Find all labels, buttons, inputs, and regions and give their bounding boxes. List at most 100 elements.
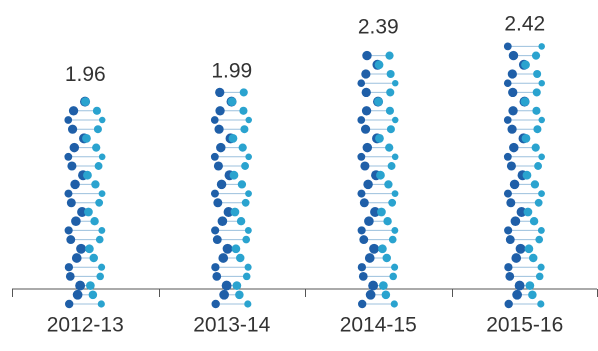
strand-dot: [245, 116, 252, 124]
x-tick-label: 2014-15: [340, 314, 417, 337]
strand-dot: [385, 143, 394, 152]
strand-dot: [521, 60, 530, 70]
strand-dot: [521, 134, 531, 143]
strand-dot: [361, 69, 371, 79]
strand-dot: [370, 207, 381, 217]
strand-dot: [509, 142, 519, 153]
strand-dot: [242, 272, 251, 281]
strand-dot: [235, 290, 244, 300]
strand-dot: [510, 216, 521, 227]
strand-dot: [236, 216, 246, 226]
strand-dot: [94, 162, 103, 170]
strand-dot: [386, 69, 395, 79]
strand-dot: [64, 226, 73, 235]
strand-dot: [244, 226, 252, 234]
strand-dot: [242, 235, 251, 244]
strand-dot: [374, 60, 384, 70]
strand-dot: [228, 134, 238, 143]
strand-dot: [538, 79, 545, 87]
strand-dot: [358, 272, 368, 281]
strand-dot: [530, 180, 540, 189]
strand-dot: [219, 289, 230, 300]
strand-dot: [529, 253, 538, 263]
strand-dot: [83, 170, 92, 180]
value-label: 2.42: [504, 12, 545, 35]
strand-dot: [531, 51, 541, 60]
strand-dot: [504, 263, 513, 272]
strand-dot: [376, 170, 385, 180]
strand-dot: [537, 300, 545, 308]
strand-dot: [374, 97, 383, 106]
strand-dot: [361, 106, 372, 116]
x-tick-label: 2015-16: [486, 314, 563, 337]
strand-dot: [528, 290, 537, 300]
x-tick-label: 2013-14: [193, 314, 270, 337]
strand-dot: [93, 125, 102, 134]
value-label: 1.96: [65, 63, 106, 86]
x-axis-ticks: [12, 289, 598, 297]
strand-dot: [217, 216, 228, 227]
strand-dot: [507, 124, 517, 134]
dna-bar: [503, 42, 545, 309]
strand-dot: [364, 216, 374, 227]
strand-dot: [364, 253, 375, 263]
strand-dot: [86, 281, 95, 290]
strand-dot: [386, 88, 395, 97]
strand-dot: [537, 226, 545, 234]
strand-dot: [520, 97, 530, 106]
strand-dot: [507, 69, 517, 79]
strand-dot: [387, 162, 396, 170]
strand-dot: [357, 79, 366, 88]
strand-dot: [537, 263, 545, 271]
dna-bar: [210, 87, 252, 309]
strand-dot: [241, 162, 250, 170]
strand-dot: [385, 106, 395, 115]
strand-dot: [534, 198, 543, 207]
strand-dot: [232, 281, 242, 290]
strand-dot: [506, 161, 516, 171]
strand-dot: [90, 216, 99, 226]
strand-dot: [210, 116, 219, 124]
strand-dot: [391, 190, 399, 197]
strand-dot: [216, 142, 226, 153]
strand-dot: [375, 134, 384, 143]
strand-dot: [98, 190, 106, 197]
strand-dot: [391, 153, 399, 161]
strand-dot: [381, 290, 391, 300]
strand-dot: [210, 152, 219, 161]
strand-dot: [508, 106, 518, 116]
strand-dot: [97, 300, 105, 308]
strand-dot: [392, 79, 399, 87]
strand-dot: [244, 300, 252, 308]
strand-dot: [237, 180, 247, 189]
strand-dot: [231, 244, 241, 254]
strand-dot: [64, 116, 73, 124]
strand-dot: [361, 87, 371, 98]
strand-dot: [382, 253, 391, 263]
value-label: 1.99: [211, 60, 252, 83]
strand-dot: [357, 152, 366, 161]
strand-dot: [77, 207, 88, 217]
strand-dot: [71, 253, 82, 263]
strand-dot: [98, 153, 106, 161]
strand-dot: [357, 189, 366, 198]
strand-dot: [245, 153, 252, 161]
strand-dot: [523, 207, 533, 217]
strand-dot: [377, 207, 386, 217]
strand-dot: [503, 189, 512, 198]
strand-dot: [64, 263, 74, 272]
strand-dot: [95, 198, 104, 207]
strand-dot: [359, 235, 369, 245]
strand-dot: [98, 226, 106, 234]
strand-dot: [239, 88, 248, 97]
strand-dot: [211, 263, 220, 272]
strand-dot: [522, 170, 532, 180]
dna-bar: [64, 96, 106, 309]
strand-dot: [215, 87, 225, 98]
strand-dot: [362, 50, 372, 61]
strand-dot: [512, 289, 523, 300]
strand-dot: [538, 153, 545, 161]
strand-dot: [75, 280, 86, 291]
strand-dot: [240, 125, 249, 134]
